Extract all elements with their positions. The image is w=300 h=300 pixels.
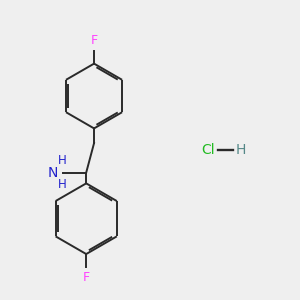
- Text: H: H: [58, 154, 67, 167]
- Text: F: F: [82, 271, 90, 284]
- Text: H: H: [58, 178, 67, 191]
- Text: N: N: [48, 166, 58, 180]
- Text: F: F: [91, 34, 98, 47]
- Text: H: H: [236, 143, 246, 157]
- Text: Cl: Cl: [201, 143, 215, 157]
